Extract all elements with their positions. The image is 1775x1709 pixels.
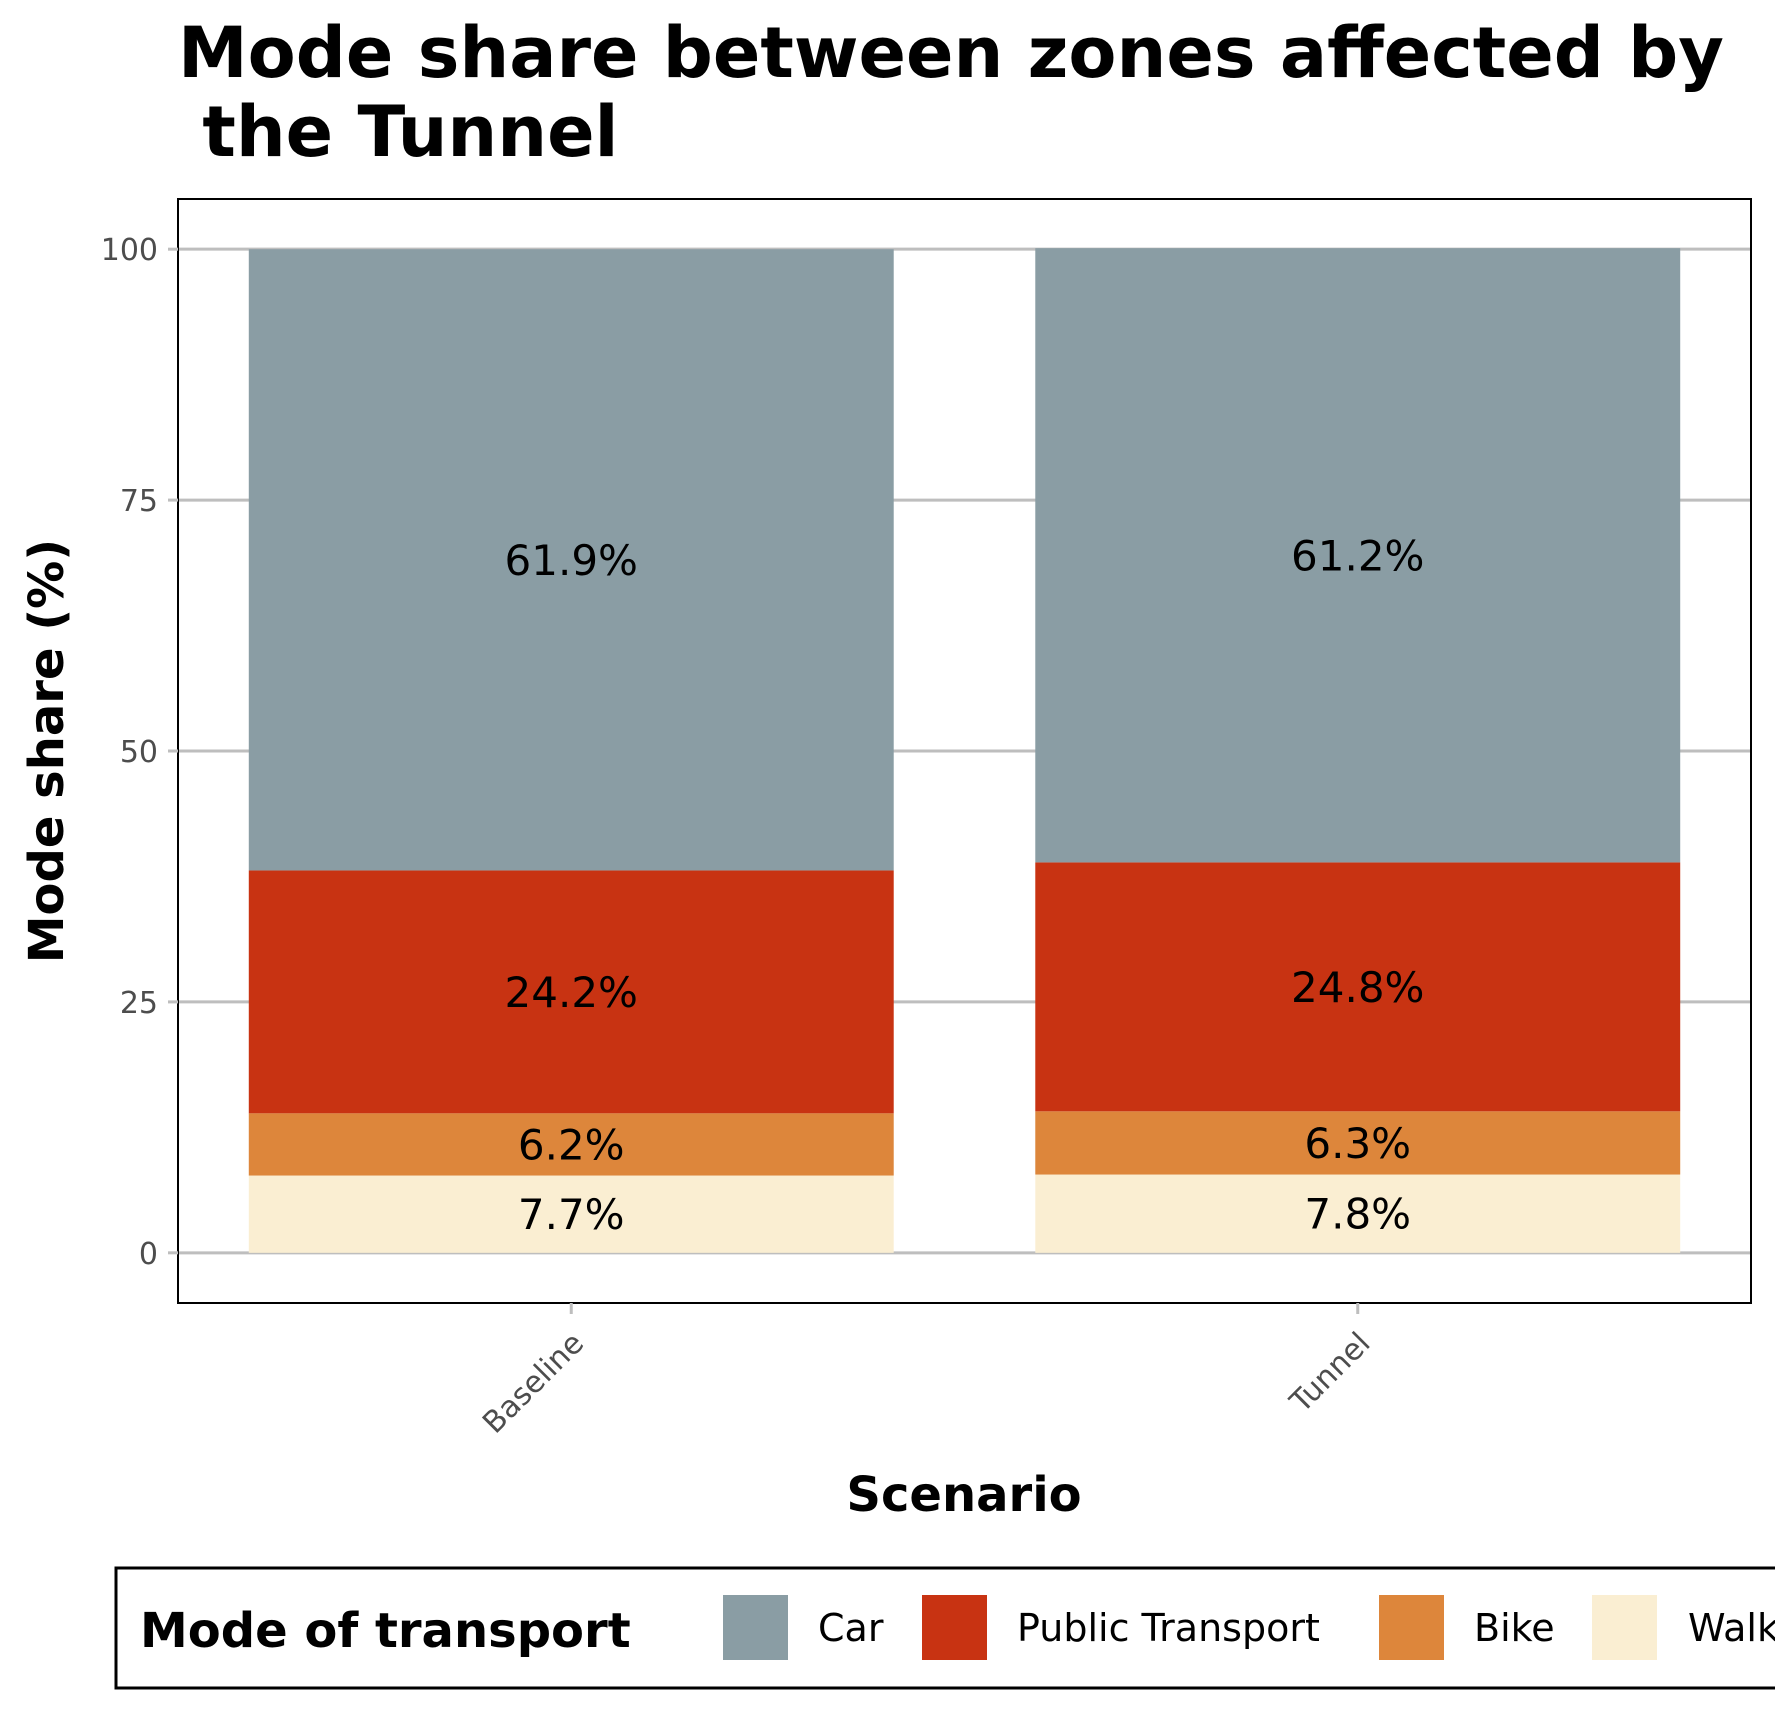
x-tick-label: Baseline bbox=[476, 1326, 591, 1441]
y-tick-label: 100 bbox=[101, 233, 158, 268]
chart-title-line-1: Mode share between zones affected by bbox=[178, 12, 1724, 94]
legend-title: Mode of transport bbox=[140, 1603, 631, 1659]
bar-public-transport-baseline bbox=[248, 870, 894, 1114]
data-labels: 7.7% 6.2% 24.2% 61.9% 7.8% 6.3% 24.8% 61.2% bbox=[505, 531, 1425, 1239]
chart-title: Mode share between zones affected by the… bbox=[178, 12, 1724, 173]
y-axis-title: Mode share (%) bbox=[19, 539, 75, 963]
legend-label-walk: Walk bbox=[1688, 1606, 1775, 1650]
bar-bike-baseline bbox=[248, 1113, 894, 1176]
legend-swatch-car bbox=[721, 1593, 790, 1662]
data-label: 24.8% bbox=[1291, 963, 1424, 1012]
legend-label-car: Car bbox=[818, 1606, 884, 1650]
y-axis: 0 25 50 75 100 bbox=[101, 233, 178, 1272]
legend-swatch-public-transport bbox=[920, 1593, 989, 1662]
y-tick-label: 0 bbox=[139, 1237, 158, 1272]
bar-car-tunnel bbox=[1035, 248, 1681, 863]
legend-swatch-walk bbox=[1590, 1593, 1659, 1662]
data-label: 6.2% bbox=[518, 1120, 625, 1169]
y-tick-label: 75 bbox=[120, 484, 158, 519]
data-label: 61.2% bbox=[1291, 531, 1424, 580]
bar-walk-baseline bbox=[248, 1175, 894, 1253]
bar-walk-tunnel bbox=[1035, 1174, 1681, 1253]
bar-bike-tunnel bbox=[1035, 1111, 1681, 1175]
x-tick-label: Tunnel bbox=[1283, 1326, 1377, 1420]
data-label: 6.3% bbox=[1304, 1119, 1411, 1168]
y-tick-label: 25 bbox=[120, 986, 158, 1021]
bar-car-baseline bbox=[248, 249, 894, 871]
legend: Mode of transport Car Public Transport Bik… bbox=[114, 1566, 1775, 1690]
x-axis: Baseline Tunnel bbox=[476, 1303, 1377, 1441]
legend-label-bike: Bike bbox=[1474, 1606, 1555, 1650]
data-label: 61.9% bbox=[505, 536, 638, 585]
data-label: 24.2% bbox=[505, 968, 638, 1017]
bars bbox=[248, 248, 1681, 1253]
bar-public-transport-tunnel bbox=[1035, 862, 1681, 1112]
chart-title-line-2: the Tunnel bbox=[178, 91, 619, 173]
legend-swatch-bike bbox=[1377, 1593, 1446, 1662]
data-label: 7.7% bbox=[518, 1190, 625, 1239]
x-axis-title: Scenario bbox=[846, 1467, 1081, 1523]
data-label: 7.8% bbox=[1304, 1190, 1411, 1239]
legend-label-public-transport: Public Transport bbox=[1017, 1606, 1320, 1650]
y-tick-label: 50 bbox=[120, 735, 158, 770]
